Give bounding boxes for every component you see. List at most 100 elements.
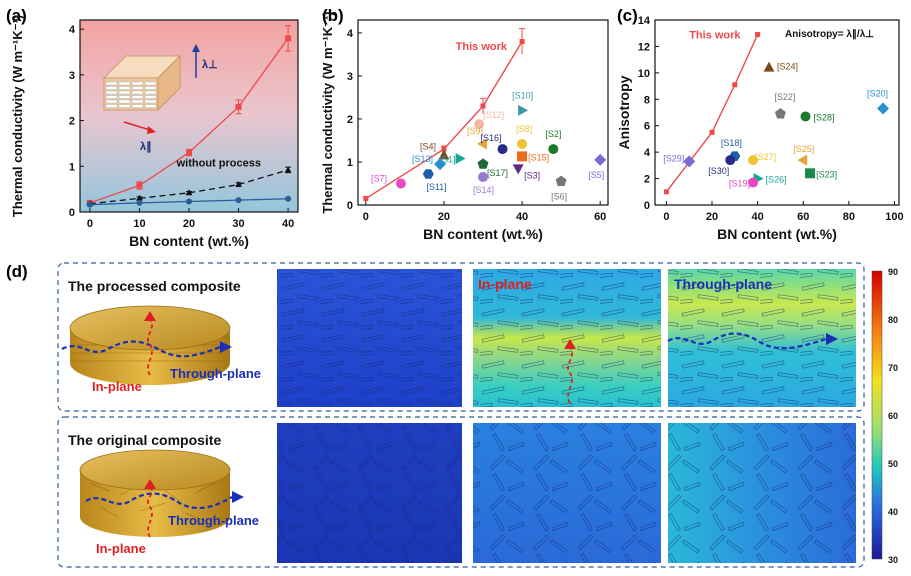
reference-point <box>477 138 487 150</box>
y-tick-label: 0 <box>644 200 650 212</box>
reference-point <box>748 177 759 188</box>
anisotropy-formula: Anisotropy= λ∥/λ⊥ <box>785 29 874 40</box>
y-tick-label: 10 <box>638 68 650 80</box>
plot-frame <box>357 19 609 206</box>
reference-point <box>594 153 607 166</box>
processed-in-plane-label: In-plane <box>92 379 142 394</box>
panel-label-a: (a) <box>6 6 27 25</box>
sim-original-through <box>668 423 856 563</box>
reference-point <box>438 149 450 160</box>
y-axis-label: Thermal conductivity (W m⁻¹K⁻¹) <box>320 11 335 213</box>
y-tick-label: 1 <box>347 157 353 169</box>
y-tick-label: 4 <box>347 28 354 40</box>
sim-original-base <box>277 423 462 563</box>
x-tick-label: 80 <box>843 211 855 223</box>
data-point <box>285 195 292 202</box>
annotation-without-process: without process <box>176 157 261 169</box>
sim-processed-through: Through-plane <box>667 269 856 407</box>
reference-point <box>683 155 696 168</box>
y-tick-label: 0 <box>69 207 75 219</box>
x-tick-label: 60 <box>797 211 809 223</box>
reference-label: [S20] <box>867 89 888 99</box>
y-tick-label: 3 <box>347 71 353 83</box>
inset-platelet <box>118 95 131 99</box>
y-tick-label: 4 <box>69 24 76 36</box>
reference-point <box>517 151 528 162</box>
y-tick-label: 2 <box>69 116 75 128</box>
sim-processed-inplane: In-plane <box>473 269 661 407</box>
colorbar-tick-label: 80 <box>888 315 898 325</box>
inset-platelet <box>131 90 144 95</box>
data-point <box>186 149 192 156</box>
processed-inplane-arrow <box>147 318 153 376</box>
colorbar-tick-label: 30 <box>888 555 898 565</box>
y-tick-label: 12 <box>638 41 650 53</box>
inset-platelet <box>131 104 144 108</box>
x-tick-label: 0 <box>663 211 669 223</box>
y-tick-label: 0 <box>347 200 353 212</box>
inset-platelet <box>144 86 157 90</box>
sim-processed-base <box>277 269 462 407</box>
perp-arrowhead <box>192 44 200 52</box>
x-tick-label: 30 <box>232 218 244 230</box>
chart-a-background <box>80 20 298 212</box>
reference-label: [S4] <box>420 142 436 152</box>
chart-b: 0 20 40 60 0 1 2 3 4 BN content (wt.%) Thermal con… <box>320 11 609 242</box>
original-through-plane-label: Through-plane <box>168 513 259 528</box>
this-work-line <box>365 41 523 200</box>
original-through-arrowhead <box>232 491 244 503</box>
inset-platelet <box>118 81 131 86</box>
inset-platelet <box>144 90 157 95</box>
data-point <box>235 103 242 110</box>
original-title: The original composite <box>68 432 221 448</box>
original-frame <box>57 416 865 568</box>
processed-through-arrow <box>61 340 221 358</box>
reference-label: [S17] <box>487 168 508 178</box>
reference-label: [S8] <box>516 124 532 134</box>
plot-frame <box>654 19 900 206</box>
y-tick-label: 2 <box>347 114 353 126</box>
inset-platelet <box>105 95 118 99</box>
reference-point <box>877 102 890 115</box>
colorbar-tick-label: 50 <box>888 459 898 469</box>
chart-a: 0 10 20 30 40 0 1 2 3 4 BN content (wt.%) Thermal c… <box>10 15 299 249</box>
this-work-point <box>663 189 669 195</box>
reference-label: [S6] <box>551 191 567 201</box>
reference-label: [S12] <box>483 110 504 120</box>
x-tick-label: 0 <box>87 218 93 230</box>
sim-original-inplane <box>473 423 661 563</box>
inset-platelet <box>144 81 157 86</box>
reference-label: [S16] <box>481 133 502 143</box>
processed-through-arrowhead <box>220 341 232 353</box>
reference-label: [S15] <box>528 152 549 162</box>
reference-label: [S25] <box>793 144 814 154</box>
inset-platelet <box>144 104 157 108</box>
reference-label: [S2] <box>545 129 561 139</box>
reference-label: [S23] <box>816 169 837 179</box>
para-label: λ∥ <box>140 141 152 153</box>
reference-point <box>518 104 529 116</box>
panel-d: The processed composite The original com… <box>57 262 898 568</box>
colorbar-tick-label: 40 <box>888 507 898 517</box>
y-tick-label: 2 <box>644 174 650 186</box>
reference-point <box>797 154 808 166</box>
inset-platelet <box>131 86 144 90</box>
inset-platelet <box>118 90 131 95</box>
para-arrow <box>123 121 151 131</box>
data-point <box>285 35 292 42</box>
sim-through-plane-label: Through-plane <box>674 276 772 292</box>
series-line-1 <box>89 169 289 205</box>
x-tick-label: 20 <box>438 211 450 223</box>
reference-point <box>555 175 567 186</box>
inset-platelet <box>105 81 118 86</box>
original-disk <box>79 449 231 537</box>
x-axis-label: BN content (wt.%) <box>717 226 837 242</box>
reference-label: [S3] <box>524 170 540 180</box>
reference-label: [S14] <box>473 185 494 195</box>
chart-a-inset: λ⊥ λ∥ <box>103 44 218 153</box>
inset-side <box>157 55 181 111</box>
perp-label: λ⊥ <box>202 59 218 71</box>
processed-through-plane-label: Through-plane <box>170 366 261 381</box>
x-axis-label: BN content (wt.%) <box>129 233 249 249</box>
x-axis-label: BN content (wt.%) <box>423 226 543 242</box>
